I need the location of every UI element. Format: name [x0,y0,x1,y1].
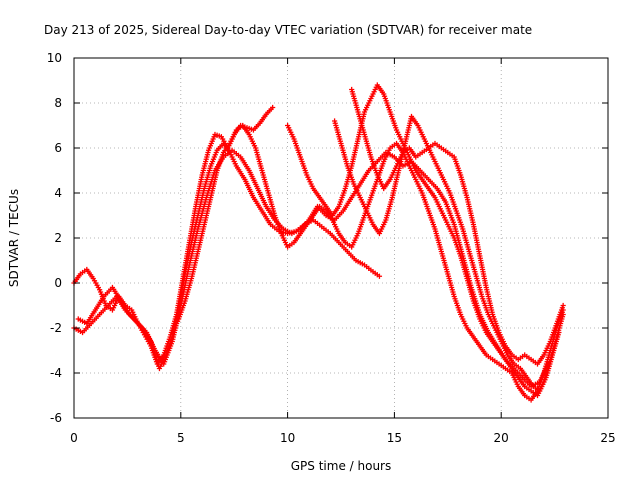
x-tick-label: 20 [494,431,509,445]
data-point [556,329,562,336]
x-tick-label: 10 [280,431,295,445]
series-track7 [349,86,566,367]
y-tick-label: 10 [47,51,62,65]
data-point [270,104,276,111]
series-track1 [71,104,276,367]
y-tick-label: 8 [54,96,62,110]
series-track5 [285,82,566,399]
x-tick-label: 25 [600,431,615,445]
y-axis-label: SDTVAR / TECUs [7,189,21,287]
series-track2 [71,140,383,372]
y-tick-label: -4 [50,366,62,380]
series-track3 [75,147,551,390]
chart-title: Day 213 of 2025, Sidereal Day-to-day VTE… [44,23,532,37]
y-tick-label: 2 [54,231,62,245]
x-axis-label: GPS time / hours [291,459,392,473]
y-tick-label: 6 [54,141,62,155]
y-tick-label: 4 [54,186,62,200]
axis-ticks: 0 5 10 15 20 25 -6 -4 -2 0 2 4 6 8 10 [47,51,616,445]
series-track6 [331,113,562,394]
x-tick-label: 0 [70,431,78,445]
data-point [376,273,383,279]
data-points [71,82,566,403]
y-tick-label: 0 [54,276,62,290]
y-tick-label: -6 [50,411,62,425]
y-tick-label: -2 [50,321,62,335]
data-point [560,302,566,309]
x-tick-label: 15 [387,431,402,445]
x-tick-label: 5 [177,431,185,445]
